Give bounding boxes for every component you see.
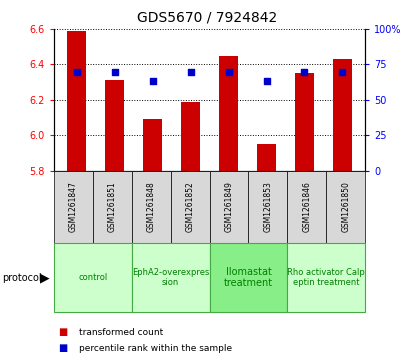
Text: GSM1261846: GSM1261846 xyxy=(303,182,311,232)
Bar xyxy=(181,102,200,171)
Bar xyxy=(295,73,314,171)
Text: percentile rank within the sample: percentile rank within the sample xyxy=(79,344,232,353)
Point xyxy=(187,69,194,74)
Text: GSM1261849: GSM1261849 xyxy=(225,182,234,232)
Bar xyxy=(67,31,86,171)
Bar xyxy=(105,80,124,171)
Text: ■: ■ xyxy=(58,327,67,337)
Text: GSM1261848: GSM1261848 xyxy=(147,182,156,232)
Bar xyxy=(257,144,276,171)
Text: GSM1261853: GSM1261853 xyxy=(264,182,272,232)
Text: protocol: protocol xyxy=(2,273,42,283)
Point xyxy=(225,69,232,74)
Text: Ilomastat
treatment: Ilomastat treatment xyxy=(224,267,273,289)
Text: EphA2-overexpres
sion: EphA2-overexpres sion xyxy=(132,268,209,287)
Point xyxy=(263,78,270,84)
Point xyxy=(111,69,118,74)
Bar xyxy=(143,119,162,171)
Text: control: control xyxy=(78,273,107,282)
Text: GSM1261851: GSM1261851 xyxy=(108,182,117,232)
Point xyxy=(339,69,346,74)
Text: Rho activator Calp
eptin treatment: Rho activator Calp eptin treatment xyxy=(288,268,365,287)
Text: ▶: ▶ xyxy=(40,271,50,284)
Text: GSM1261847: GSM1261847 xyxy=(69,182,78,232)
Bar xyxy=(219,56,238,171)
Text: transformed count: transformed count xyxy=(79,328,163,337)
Text: GSM1261852: GSM1261852 xyxy=(186,182,195,232)
Text: ■: ■ xyxy=(58,343,67,354)
Bar xyxy=(333,59,352,171)
Point xyxy=(73,69,80,74)
Text: GDS5670 / 7924842: GDS5670 / 7924842 xyxy=(137,11,278,25)
Point xyxy=(149,78,156,84)
Point xyxy=(301,69,308,74)
Text: GSM1261850: GSM1261850 xyxy=(341,182,350,232)
